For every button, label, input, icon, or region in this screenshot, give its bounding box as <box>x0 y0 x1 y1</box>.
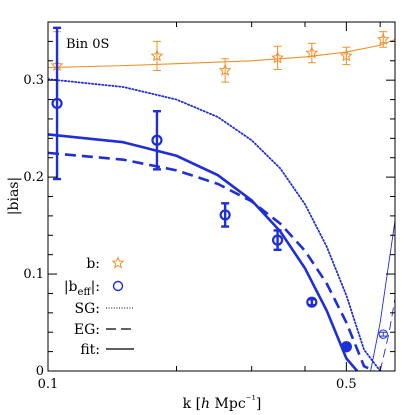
legend-label-0: b: <box>86 256 100 272</box>
x-axis-label: k [h Mpc⁻¹] <box>183 393 262 412</box>
data-point-0-2 <box>218 63 232 76</box>
y-tick-label-3: 0.3 <box>23 73 44 88</box>
data-point-0-4 <box>305 46 319 59</box>
plot-area <box>48 26 395 371</box>
data-point-0-6 <box>376 32 390 45</box>
data-point-0-3 <box>271 51 285 64</box>
y-tick-label-0: 0 <box>36 364 44 379</box>
series-line-6 <box>370 220 395 371</box>
series-line-2 <box>48 38 395 69</box>
data-point-1-0 <box>51 97 63 110</box>
legend-label-2: SG: <box>75 301 101 317</box>
series-line-5 <box>48 133 359 371</box>
y-axis-label: |bias| <box>6 177 22 215</box>
legend-label-4: fit: <box>80 342 100 358</box>
data-point-1-1 <box>151 134 163 146</box>
x-tick-label-0: 0.1 <box>38 377 59 392</box>
x-tick-label-1: 0.5 <box>336 377 357 392</box>
plot-frame <box>47 21 396 372</box>
y-tick-label-1: 0.1 <box>23 267 44 282</box>
legend-star-icon <box>111 256 125 269</box>
legend: b: |beff|: SG: EG: fit: <box>64 256 134 358</box>
series-line-4 <box>48 151 375 371</box>
y-tick-label-2: 0.2 <box>23 170 44 185</box>
data-point-0-1 <box>150 49 164 62</box>
legend-label-3: EG: <box>74 322 100 338</box>
data-point-1-6 <box>378 329 388 339</box>
legend-circle-icon <box>112 280 124 292</box>
legend-label-1: |beff|: <box>64 279 100 298</box>
data-point-1-2 <box>219 209 231 221</box>
series-line-3 <box>48 78 382 371</box>
axis-ticks: 0.1 0.500.10.20.3 <box>23 22 395 392</box>
series-line-7 <box>379 298 395 371</box>
data-point-1-4 <box>306 296 318 308</box>
data-point-1-5 <box>340 341 352 353</box>
data-point-1-3 <box>271 234 284 246</box>
data-point-0-5 <box>339 49 353 62</box>
bin-annotation: Bin 0S <box>66 37 109 52</box>
